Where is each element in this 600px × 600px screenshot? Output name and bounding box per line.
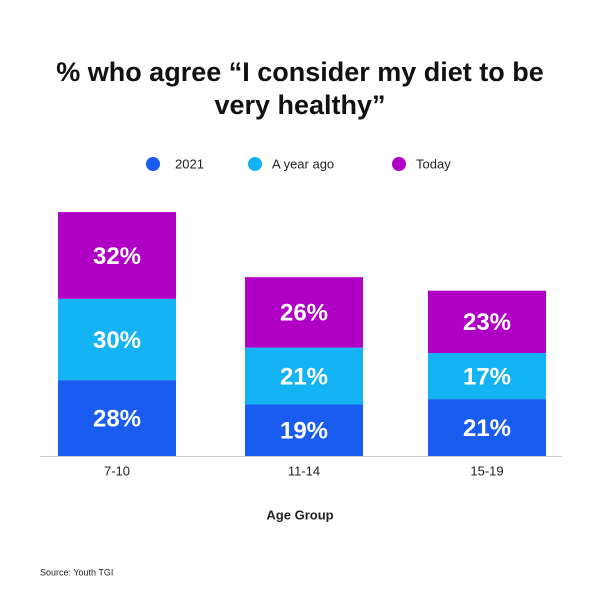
legend-swatch [146, 157, 160, 171]
chart-title: % who agree “I consider my diet to be ve… [56, 57, 544, 120]
bar-segment [58, 298, 176, 381]
data-label: 23% [463, 309, 511, 336]
x-axis-label: Age Group [266, 507, 333, 522]
x-tick-label: 15-19 [470, 463, 503, 478]
data-label: 28% [93, 405, 141, 432]
data-label: 32% [93, 243, 141, 270]
x-tick-label: 11-14 [288, 463, 320, 478]
data-label: 21% [280, 363, 328, 390]
source: Source: Youth TGI [40, 567, 113, 577]
data-label: 26% [280, 300, 328, 327]
legend-label: 2021 [175, 156, 204, 171]
legend-label: Today [416, 156, 451, 171]
data-label: 21% [463, 415, 511, 442]
data-label: 30% [93, 327, 141, 354]
bar-segment [245, 277, 363, 348]
bar-segment [428, 353, 546, 400]
bar-segment [58, 380, 176, 456]
data-label: 19% [280, 418, 328, 445]
bar-segment [428, 399, 546, 456]
data-label: 17% [463, 363, 511, 390]
bar-segment [245, 404, 363, 456]
bar-segment [58, 212, 176, 299]
bar-segment [428, 290, 546, 354]
x-tick-label: 7-10 [104, 463, 130, 478]
legend-swatch [392, 157, 406, 171]
legend-label: A year ago [272, 156, 334, 171]
legend-swatch [248, 157, 262, 171]
bar-segment [245, 347, 363, 405]
